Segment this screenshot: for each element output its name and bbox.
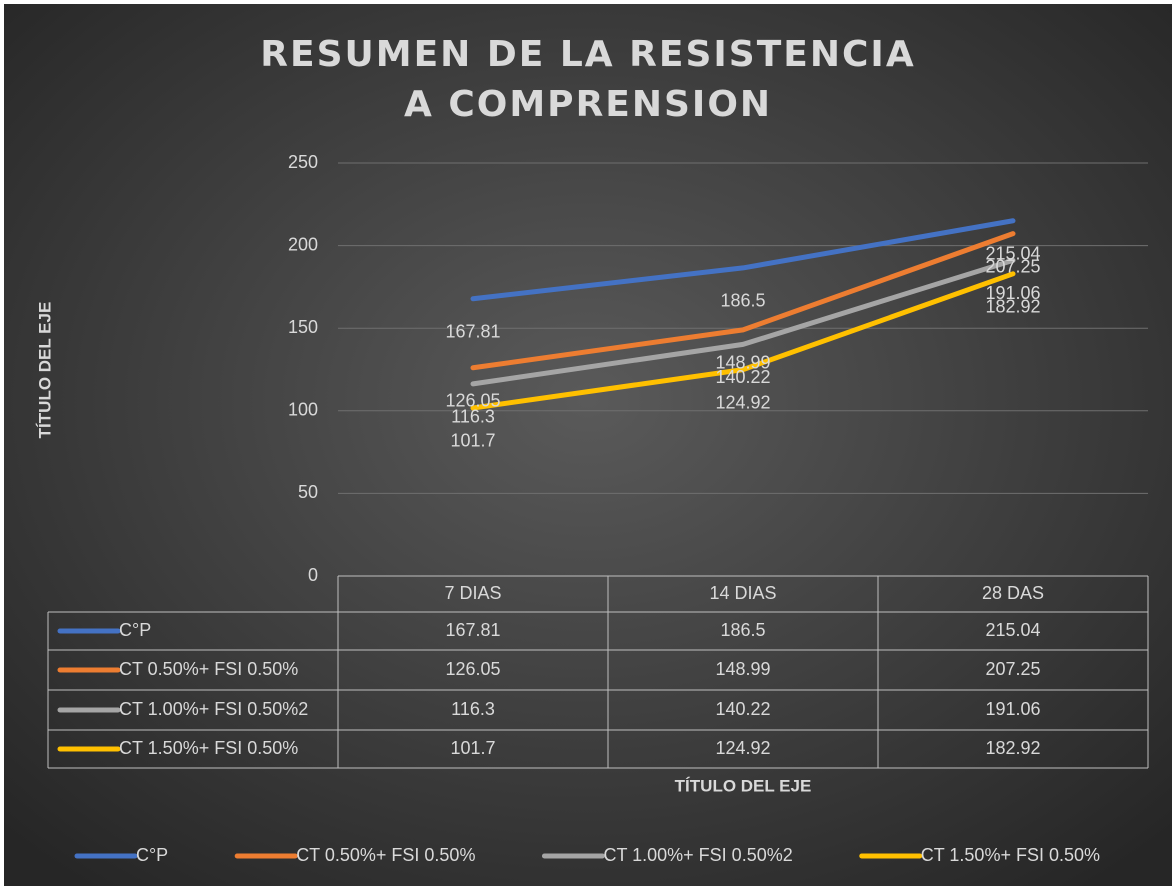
- x-axis-title: TÍTULO DEL EJE: [675, 776, 812, 795]
- y-tick-label: 100: [288, 400, 318, 420]
- data-label: 191.06: [985, 283, 1040, 303]
- table-cell: 140.22: [715, 699, 770, 719]
- y-tick-label: 250: [288, 152, 318, 172]
- y-axis-title: TÍTULO DEL EJE: [35, 302, 54, 439]
- series-line: [470, 257, 1016, 387]
- data-label: 186.5: [720, 291, 765, 311]
- table-row-label: C°P: [119, 620, 151, 640]
- data-label: 116.3: [451, 407, 495, 427]
- y-tick-label: 0: [308, 565, 318, 585]
- y-tick-label: 200: [288, 234, 318, 254]
- table-cell: 167.81: [445, 620, 500, 640]
- table-row-label: CT 0.50%+ FSI 0.50%: [119, 659, 298, 679]
- legend-label: CT 1.50%+ FSI 0.50%: [921, 845, 1100, 865]
- data-label: 140.22: [715, 367, 770, 387]
- data-label: 215.04: [985, 244, 1040, 264]
- data-label: 182.92: [985, 297, 1040, 317]
- background: [4, 4, 1172, 886]
- data-label: 148.99: [715, 353, 770, 373]
- legend-label: CT 0.50%+ FSI 0.50%: [296, 845, 475, 865]
- data-label: 124.92: [715, 392, 770, 412]
- y-tick-label: 150: [288, 317, 318, 337]
- chart-title: RESUMEN DE LA RESISTENCIA A COMPRENSION: [260, 34, 916, 125]
- table-row-label: CT 1.00%+ FSI 0.50%2: [119, 699, 308, 719]
- data-label: 207.25: [985, 256, 1040, 276]
- series-line: [470, 231, 1016, 371]
- table-header: 14 DIAS: [709, 583, 776, 603]
- table-header: 7 DIAS: [444, 583, 501, 603]
- table-cell: 116.3: [451, 699, 495, 719]
- data-label: 101.7: [450, 431, 495, 451]
- data-label: 126.05: [445, 391, 500, 411]
- table-cell: 207.25: [985, 659, 1040, 679]
- table-header: 28 DAS: [982, 583, 1044, 603]
- table-cell: 126.05: [445, 659, 500, 679]
- table-cell: 215.04: [985, 620, 1040, 640]
- data-label: 167.81: [445, 322, 500, 342]
- legend-label: CT 1.00%+ FSI 0.50%2: [603, 845, 792, 865]
- table-row-label: CT 1.50%+ FSI 0.50%: [119, 738, 298, 758]
- table-cell: 182.92: [985, 738, 1040, 758]
- series-line: [470, 271, 1016, 411]
- table-cell: 191.06: [985, 699, 1040, 719]
- legend-label: C°P: [136, 845, 168, 865]
- y-tick-label: 50: [298, 482, 318, 502]
- table-cell: 186.5: [720, 620, 765, 640]
- table-cell: 148.99: [715, 659, 770, 679]
- series-line: [470, 218, 1016, 302]
- table-cell: 101.7: [450, 738, 495, 758]
- table-cell: 124.92: [715, 738, 770, 758]
